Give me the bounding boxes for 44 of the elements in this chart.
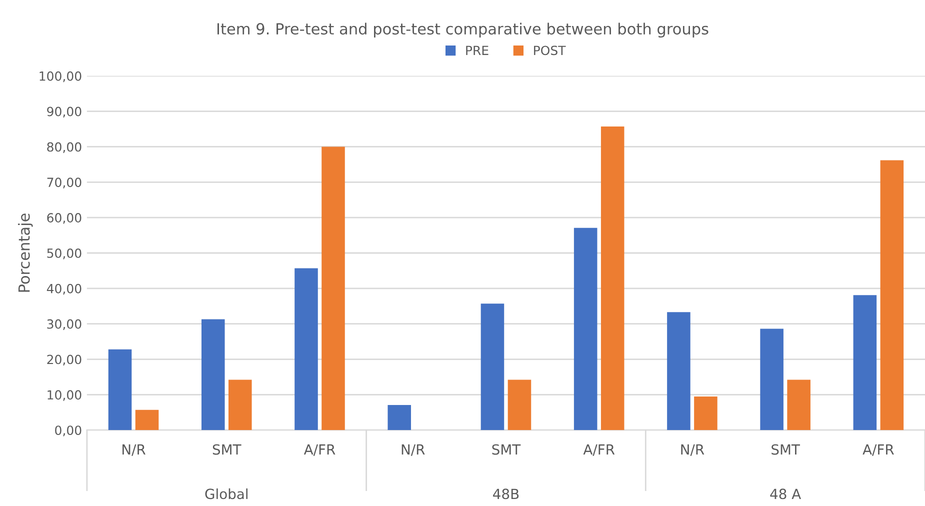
bar [880, 160, 904, 430]
x-tick-label: A/FR [304, 444, 336, 456]
bar [787, 380, 810, 430]
y-tick-label: 60,00 [47, 213, 82, 224]
bar [228, 380, 252, 430]
y-tick-label: 90,00 [47, 106, 82, 118]
y-tick-label: 0,00 [55, 426, 82, 436]
y-tick-label: 50,00 [47, 248, 82, 260]
bar [508, 380, 532, 430]
y-tick-label: 100,00 [40, 71, 82, 82]
y-tick-label: 30,00 [47, 319, 82, 330]
y-tick-label: 20,00 [47, 354, 82, 366]
y-tick-label: 70,00 [47, 178, 82, 188]
y-axis-title: Porcentaje [18, 214, 33, 292]
bar [574, 228, 598, 430]
bar [694, 396, 718, 430]
bar [667, 312, 690, 430]
bar [135, 410, 159, 430]
legend-label: PRE [466, 46, 488, 55]
text: 48B [493, 488, 519, 500]
y-tick-label: 10,00 [48, 390, 82, 401]
bar [294, 268, 318, 430]
y-tick-label: 80,00 [47, 142, 82, 153]
bar [600, 126, 624, 430]
bar [108, 349, 132, 430]
x-tick-label: N/R [122, 444, 146, 456]
text: 48 A [770, 488, 802, 500]
bar [760, 328, 784, 430]
bar [322, 146, 345, 430]
bar [480, 304, 504, 430]
x-tick-label: N/R [402, 444, 425, 456]
chart-title: Item 9. Pre-test and post-test comparative between both groups [217, 22, 708, 38]
x-tick-label: A/FR [862, 444, 894, 456]
x-tick-label: SMT [772, 444, 800, 455]
bar [388, 404, 411, 430]
x-tick-label: N/R [681, 444, 704, 456]
bar [201, 319, 225, 430]
x-tick-label: A/FR [583, 444, 615, 456]
bar [853, 295, 877, 430]
legend-label: POST [534, 46, 566, 56]
x-tick-label: SMT [492, 444, 521, 455]
y-tick-label: 40,00 [46, 284, 82, 295]
text: Global [205, 488, 248, 500]
x-tick-label: SMT [212, 444, 242, 455]
